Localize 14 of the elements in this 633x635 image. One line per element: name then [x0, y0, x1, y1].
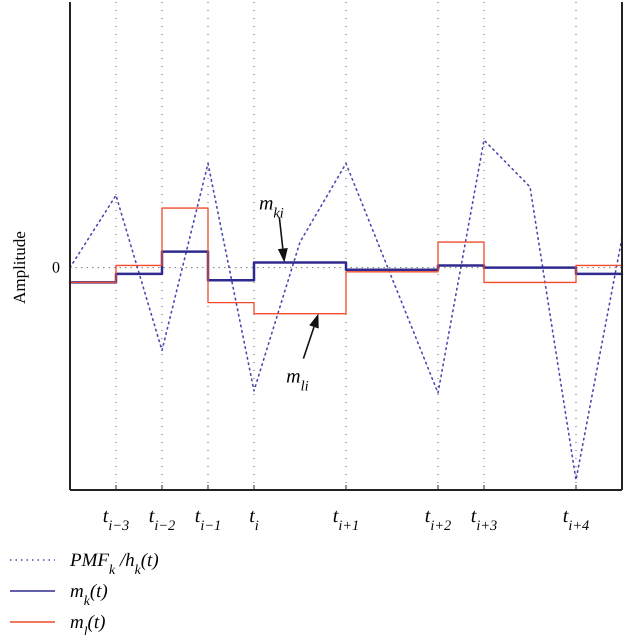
- annotation: m$_{ki}$: [258, 192, 284, 222]
- x-tick-label: t$_{i−1}$: [194, 505, 222, 534]
- y-axis-title: Amplitude: [10, 231, 29, 304]
- ref-line-label: 0: [52, 260, 60, 277]
- annotation: m$_{li}$: [286, 366, 309, 395]
- legend-label: m$_{k}$(t): [70, 581, 108, 608]
- x-tick-label: t$_{i}$: [249, 505, 259, 534]
- x-tick-label: t$_{i−2}$: [148, 505, 176, 534]
- x-tick-label: t$_{i−3}$: [102, 505, 130, 534]
- x-tick-label: t$_{i+1}$: [332, 505, 360, 534]
- x-tick-label: t$_{i+2}$: [424, 505, 452, 534]
- x-tick-label: t$_{i+4}$: [562, 505, 590, 534]
- x-tick-label: t$_{i+3}$: [470, 505, 498, 534]
- legend-label: PMF$_{k}$ /h$_{k}$(t): [69, 550, 159, 576]
